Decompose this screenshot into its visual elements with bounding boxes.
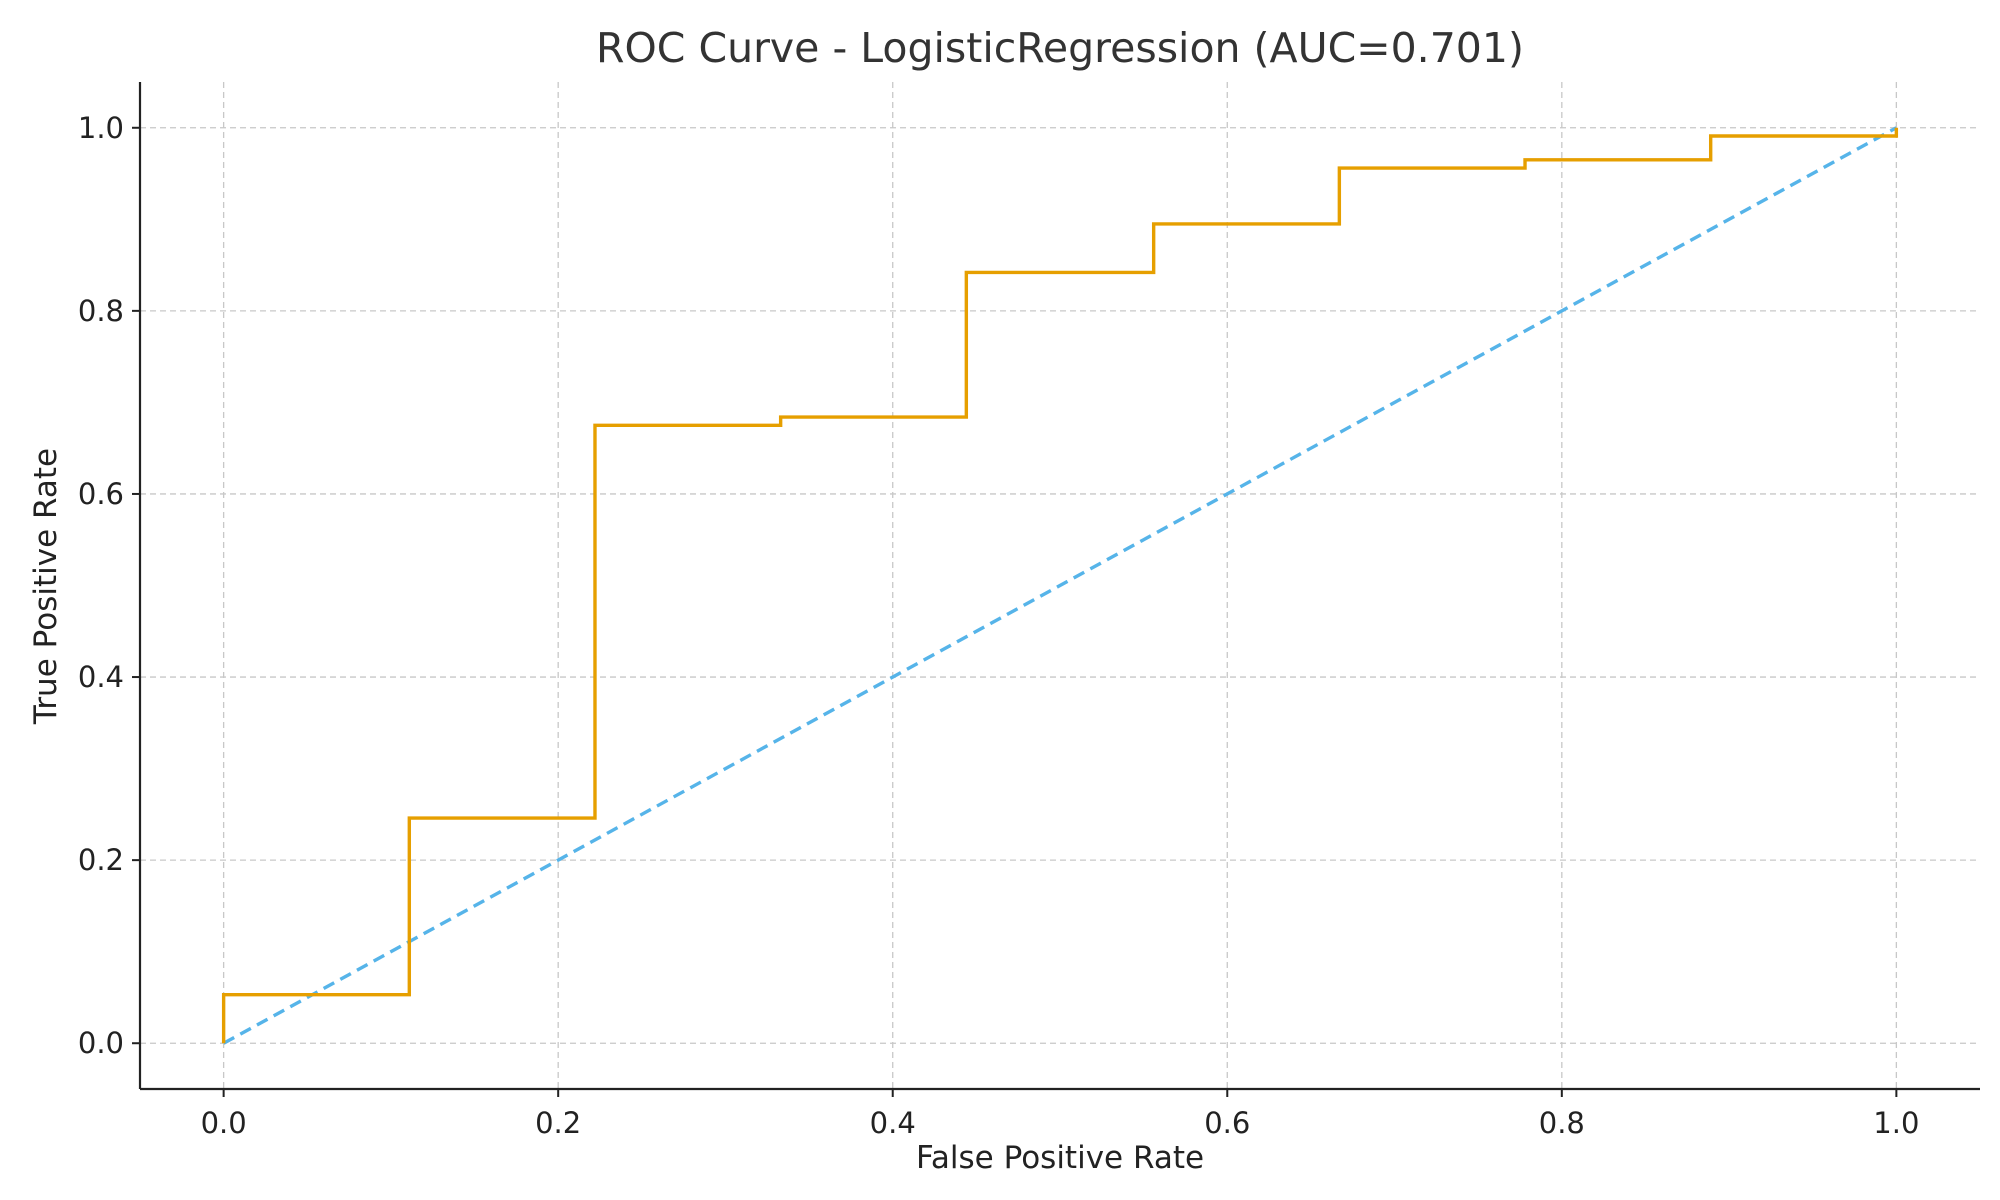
grid-lines (140, 82, 1980, 1089)
x-tick-label: 0.4 (870, 1106, 916, 1140)
x-tick-label: 1.0 (1873, 1106, 1919, 1140)
roc-curve-line (221, 127, 1899, 1044)
x-axis-label: False Positive Rate (916, 1140, 1204, 1176)
x-tick-label: 0.6 (1204, 1106, 1250, 1140)
y-tick-label: 0.8 (78, 294, 124, 328)
series-layer (221, 126, 1899, 1045)
y-tick-label: 0.2 (78, 843, 124, 877)
y-tick-label: 0.4 (78, 660, 124, 694)
x-tick-label: 0.2 (535, 1106, 581, 1140)
diagonal-reference-line (222, 126, 1898, 1045)
x-tick-label: 0.8 (1539, 1106, 1585, 1140)
chart-title: ROC Curve - LogisticRegression (AUC=0.70… (596, 24, 1524, 72)
x-tick-label: 0.0 (201, 1106, 247, 1140)
y-axis-label: True Positive Rate (28, 448, 64, 725)
y-tick-label: 1.0 (78, 111, 124, 145)
y-tick-label: 0.0 (78, 1026, 124, 1060)
ticks: 0.0 0.2 0.4 0.6 0.8 1.0 0.0 0.2 0.4 0.6 0.8 1.0 (78, 111, 1920, 1140)
axes (138, 82, 1980, 1091)
y-tick-label: 0.6 (78, 477, 124, 511)
